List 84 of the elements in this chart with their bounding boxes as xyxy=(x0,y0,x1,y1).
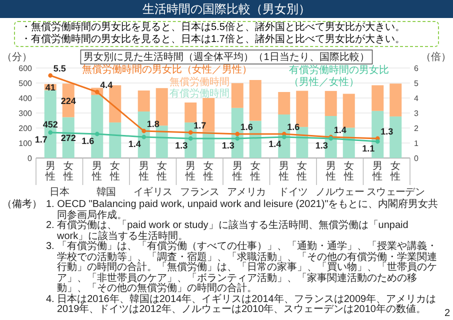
x-tick-label: 女性 xyxy=(390,160,401,182)
y2-tick-label: 4 xyxy=(414,94,419,103)
x-tick-label: 男性 xyxy=(138,161,149,182)
data-label: 1.8 xyxy=(146,119,160,129)
point xyxy=(188,136,193,141)
x-tick-label: 女性 xyxy=(62,160,74,182)
y2-tick-label: 6 xyxy=(414,64,419,73)
text: 4. 日本は2016年、韓国は2014年、イギリスは2014年、フランスは2009年、アメリカは2019年、ドイツは2012年、ノルウェーは2010年、スウェーデンは2010年の数値。 xyxy=(46,294,438,316)
text: ・有償労働時間の男女比を見ると、日本は1.7倍と、諸外国と比べて男女比が大きい。 xyxy=(21,34,406,46)
text: スウェーデン xyxy=(366,187,425,198)
data-label: 1.4 xyxy=(334,125,346,135)
x-tick-label: 女性 xyxy=(109,160,120,182)
x-tick-label: 男性 xyxy=(44,161,56,182)
y-tick-label: 500 xyxy=(18,79,33,88)
data-label: 1.4 xyxy=(268,139,282,149)
text: 有償労働時間の男女比（男性／女性） xyxy=(289,64,390,88)
y-tick-label: 600 xyxy=(18,64,33,73)
x-tick-label: 女性 xyxy=(202,160,214,182)
data-label: 1.6 xyxy=(82,136,94,146)
x-tick-label: 女性 xyxy=(296,160,308,182)
text: （備考） xyxy=(2,199,43,212)
data-label: 1.3 xyxy=(175,140,188,150)
data-label: 1.6 xyxy=(287,122,300,132)
point xyxy=(94,132,100,136)
text: アメリカ xyxy=(226,187,266,198)
series-label: 無償労働時間 xyxy=(170,76,230,88)
y2-tick-label: 2 xyxy=(414,124,419,133)
x-tick-label: 女性 xyxy=(342,160,354,182)
chart-title: 生活時間の国際比較（男女別） xyxy=(0,0,453,18)
y-tick-label: 300 xyxy=(18,109,33,118)
point xyxy=(235,132,240,136)
y2-axis-title: （倍） xyxy=(421,51,451,63)
y-tick-label: 0 xyxy=(28,154,33,163)
text: イギリス xyxy=(133,186,172,198)
text: 2. 有償労働は、「paid work or study」に該当する生活時間、無償労働は「unpaid work」に該当する生活時間。 xyxy=(46,220,408,242)
data-label: 272 xyxy=(60,133,76,144)
data-label: 1.7 xyxy=(34,134,48,144)
y-axis-title: （分） xyxy=(2,51,32,63)
y-tick-label: 400 xyxy=(18,94,33,103)
x-tick-label: 男性 xyxy=(324,161,336,182)
text: ドイツ xyxy=(278,187,308,198)
series-label: 有償労働時間 xyxy=(170,88,230,100)
point xyxy=(282,134,286,140)
y2-tick-label: 3 xyxy=(414,109,419,118)
data-label: 452 xyxy=(42,120,58,130)
text: 日本 xyxy=(50,186,70,198)
x-tick-label: 男性 xyxy=(278,161,290,182)
y2-tick-label: 5 xyxy=(414,79,419,88)
x-tick-label: 女性 xyxy=(156,160,167,182)
point xyxy=(48,130,53,135)
data-label: 1.7 xyxy=(194,120,206,130)
text: 2 xyxy=(444,308,450,319)
y2-tick-label: 1 xyxy=(414,139,419,148)
text: ・無償労働時間の男女比を見ると、日本は5.5倍と、諸外国と比べて男女比が大きい。 xyxy=(21,22,406,34)
data-label: 1.3 xyxy=(315,140,328,150)
point xyxy=(235,136,240,141)
series-label: 無償労働時間の男女比（女性／男性） xyxy=(82,64,252,76)
point xyxy=(48,73,53,78)
y2-tick-label: 0 xyxy=(414,154,419,163)
text: フランス xyxy=(180,187,220,198)
data-label: 1.3 xyxy=(380,126,394,136)
x-tick-label: 女性 xyxy=(249,160,260,182)
text: 1. OECD "Balancing paid work, unpaid work and leisure (2021)"をもとに、内閣府男女共同参画局作成。 xyxy=(46,199,440,220)
text: 3. 「有償労働」は、「有償労働（すべての仕事）」、「通勤・通学」、「授業や講義・学校での活動等」、「調査・宿題」、「求職活動」、「その他の有償労働・学業関連行動」の時間の合計。「無償労働」は、「日常の家事」、「買い物」、「世帯員のケア」、「非世帯員のケア」、「ボランティア活動」、「家事関連活動のための移動」、「その他の無償労働」の時間の合計。 xyxy=(46,241,438,294)
y-tick-label: 200 xyxy=(18,124,33,133)
point xyxy=(142,128,146,134)
text: ノルウェー xyxy=(316,187,364,198)
data-label: 1.1 xyxy=(362,144,375,154)
x-tick-label: 男性 xyxy=(231,161,242,182)
data-label: 5.5 xyxy=(53,64,66,74)
point xyxy=(375,139,380,144)
x-tick-label: 男性 xyxy=(91,161,102,182)
x-tick-label: 男性 xyxy=(372,161,383,182)
y-tick-label: 100 xyxy=(18,139,33,148)
data-label: 4.4 xyxy=(100,80,113,90)
text: 韓国 xyxy=(96,186,116,198)
x-tick-label: 男性 xyxy=(184,161,196,182)
point xyxy=(142,134,146,140)
data-label: 1.6 xyxy=(240,122,253,132)
data-label: 1.4 xyxy=(128,139,141,149)
point xyxy=(188,130,193,135)
chart-subtitle: 男女別に見た生活時間（週全体平均）（1日当たり、国際比較） xyxy=(84,51,370,63)
data-label: 1.3 xyxy=(222,140,234,150)
data-label: 41 xyxy=(45,82,56,93)
